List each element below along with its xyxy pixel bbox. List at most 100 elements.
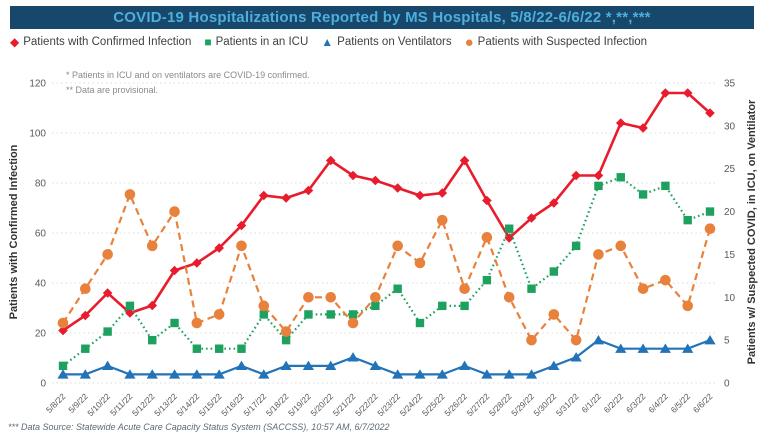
data-point-triangle[interactable] [682,343,694,353]
data-point-diamond[interactable] [236,220,247,231]
data-point-square[interactable] [81,344,90,353]
data-point-circle[interactable] [236,240,247,252]
data-point-triangle[interactable] [325,360,337,371]
data-point-diamond[interactable] [415,190,425,201]
data-point-diamond[interactable] [392,183,403,193]
data-point-square[interactable] [125,301,135,311]
data-point-circle[interactable] [325,291,337,303]
data-point-circle[interactable] [80,283,91,295]
data-point-circle[interactable] [570,334,582,346]
data-point-circle[interactable] [169,206,180,217]
data-point-square[interactable] [348,310,358,319]
data-point-triangle[interactable] [168,369,181,379]
data-point-square[interactable] [549,267,559,276]
data-point-circle[interactable] [124,189,136,200]
data-point-diamond[interactable] [682,88,693,98]
data-point-triangle[interactable] [414,369,426,379]
data-point-diamond[interactable] [549,198,559,208]
data-point-triangle[interactable] [235,360,248,371]
data-point-square[interactable] [527,284,536,293]
data-point-triangle[interactable] [503,369,515,379]
data-point-square[interactable] [214,344,224,353]
data-point-square[interactable] [371,301,380,311]
legend-item-suspected[interactable]: ● Patients with Suspected Infection [465,35,647,50]
data-point-circle[interactable] [347,317,359,329]
data-point-circle[interactable] [370,291,381,303]
data-point-square[interactable] [594,181,603,191]
data-point-triangle[interactable] [191,369,203,379]
data-point-diamond[interactable] [660,88,671,98]
data-point-triangle[interactable] [124,369,136,379]
data-point-circle[interactable] [146,240,158,252]
data-point-square[interactable] [482,275,492,285]
data-point-triangle[interactable] [458,360,471,371]
legend-item-confirmed[interactable]: ◆ Patients with Confirmed Infection [10,36,191,48]
data-point-triangle[interactable] [637,343,649,353]
data-point-triangle[interactable] [102,360,114,371]
data-point-square[interactable] [281,335,291,345]
data-point-diamond[interactable] [80,310,91,321]
data-point-square[interactable] [192,344,202,353]
data-point-square[interactable] [616,173,625,182]
data-point-triangle[interactable] [258,369,270,379]
data-point-square[interactable] [683,215,692,225]
data-point-circle[interactable] [593,249,604,260]
data-point-square[interactable] [438,301,447,311]
data-point-square[interactable] [393,284,402,293]
data-point-circle[interactable] [503,291,515,303]
data-point-diamond[interactable] [58,325,68,336]
data-point-circle[interactable] [682,300,693,312]
data-point-square[interactable] [460,301,469,311]
legend-item-ventilators[interactable]: ▲ Patients on Ventilators [321,36,451,48]
data-point-triangle[interactable] [481,369,493,379]
data-point-triangle[interactable] [525,369,538,379]
data-point-triangle[interactable] [659,343,671,353]
data-point-triangle[interactable] [570,352,582,362]
data-point-diamond[interactable] [214,243,224,253]
data-point-square[interactable] [58,361,68,371]
data-point-diamond[interactable] [125,308,135,318]
data-point-diamond[interactable] [169,265,180,276]
data-point-diamond[interactable] [571,170,581,181]
data-point-circle[interactable] [392,240,403,252]
data-point-circle[interactable] [704,223,716,235]
data-point-triangle[interactable] [57,369,69,379]
data-point-circle[interactable] [303,291,314,303]
data-point-square[interactable] [571,241,581,251]
data-point-triangle[interactable] [302,360,315,371]
data-point-triangle[interactable] [369,360,381,371]
data-point-square[interactable] [237,344,246,353]
data-point-circle[interactable] [280,326,292,337]
data-point-diamond[interactable] [303,185,314,196]
data-point-circle[interactable] [660,274,671,286]
data-point-square[interactable] [103,327,112,336]
data-point-triangle[interactable] [704,334,716,345]
data-point-circle[interactable] [548,309,560,320]
data-point-circle[interactable] [213,309,225,320]
data-point-circle[interactable] [637,283,649,295]
data-point-square[interactable] [259,310,268,319]
data-point-diamond[interactable] [705,108,715,118]
data-point-square[interactable] [148,335,157,345]
data-point-triangle[interactable] [79,369,91,379]
data-point-square[interactable] [638,190,648,199]
data-point-triangle[interactable] [592,334,605,345]
legend-item-icu[interactable]: ■ Patients in an ICU [204,36,308,48]
data-point-diamond[interactable] [348,170,358,181]
data-point-diamond[interactable] [102,288,113,298]
data-point-diamond[interactable] [437,188,448,198]
data-point-diamond[interactable] [147,300,158,311]
data-point-diamond[interactable] [593,170,604,181]
data-point-square[interactable] [304,310,313,319]
data-point-circle[interactable] [459,283,470,295]
data-point-triangle[interactable] [392,369,404,379]
data-point-diamond[interactable] [638,123,648,133]
data-point-circle[interactable] [102,249,113,260]
data-point-circle[interactable] [191,317,203,329]
data-point-diamond[interactable] [459,155,470,166]
data-point-triangle[interactable] [548,360,560,371]
data-point-square[interactable] [661,181,670,191]
data-point-triangle[interactable] [146,369,158,379]
data-point-circle[interactable] [57,317,69,329]
data-point-circle[interactable] [258,300,270,312]
